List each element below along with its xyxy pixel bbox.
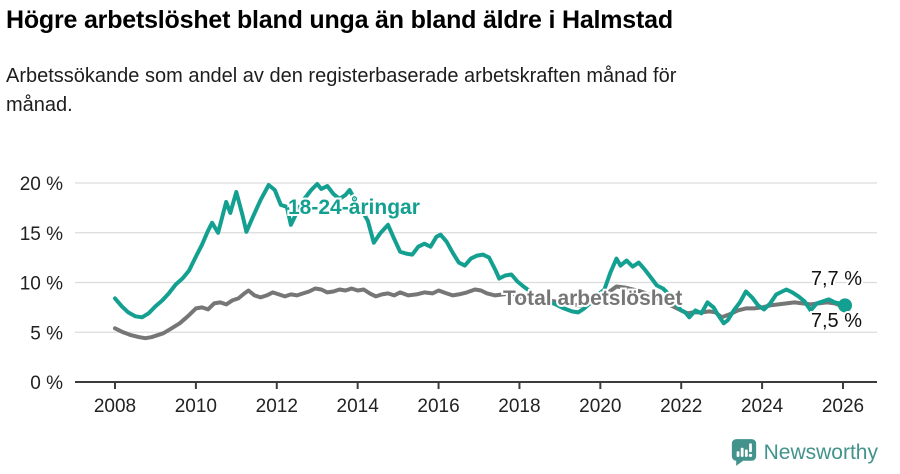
bar-chart-speech-bubble-icon <box>731 439 756 466</box>
chart-title: Högre arbetslöshet bland unga än bland ä… <box>6 6 673 34</box>
x-axis-tick-label: 2020 <box>579 396 621 417</box>
x-axis-tick-label: 2012 <box>256 396 298 417</box>
end-value-label-youth: 7,7 % <box>811 268 862 290</box>
series-end-dot <box>838 298 853 313</box>
x-axis-tick-label: 2008 <box>94 396 136 417</box>
x-axis-tick-label: 2016 <box>417 396 459 417</box>
y-axis-tick-label: 10 % <box>20 274 63 295</box>
series-line-total <box>113 284 847 341</box>
x-axis-tick-label: 2014 <box>337 396 380 417</box>
x-axis-tick-label: 2024 <box>741 396 784 417</box>
y-axis-tick-label: 20 % <box>20 174 63 195</box>
x-axis-tick-label: 2010 <box>175 396 217 417</box>
series-line-youth <box>113 182 847 326</box>
series-label-total: Total arbetslöshet <box>503 287 682 310</box>
series-label-youth: 18-24-åringar <box>288 196 420 219</box>
chart-subtitle: Arbetssökande som andel av den registerb… <box>6 65 677 116</box>
y-axis-tick-label: 15 % <box>20 224 63 245</box>
line-chart: 0 % 5 % 10 % 15 % 20 % 2008 2010 2012 2014 2016 20… <box>20 174 877 417</box>
end-value-label-total: 7,5 % <box>811 310 862 332</box>
newsworthy-logo-text: Newsworthy <box>763 440 878 464</box>
x-axis-tick-label: 2018 <box>498 396 540 417</box>
x-axis-tick-label: 2026 <box>822 396 864 417</box>
newsworthy-logo[interactable]: Newsworthy <box>731 438 878 467</box>
x-axis-tick-label: 2022 <box>660 396 702 417</box>
y-axis-tick-label: 5 % <box>30 323 63 344</box>
y-axis-tick-label: 0 % <box>30 373 63 394</box>
